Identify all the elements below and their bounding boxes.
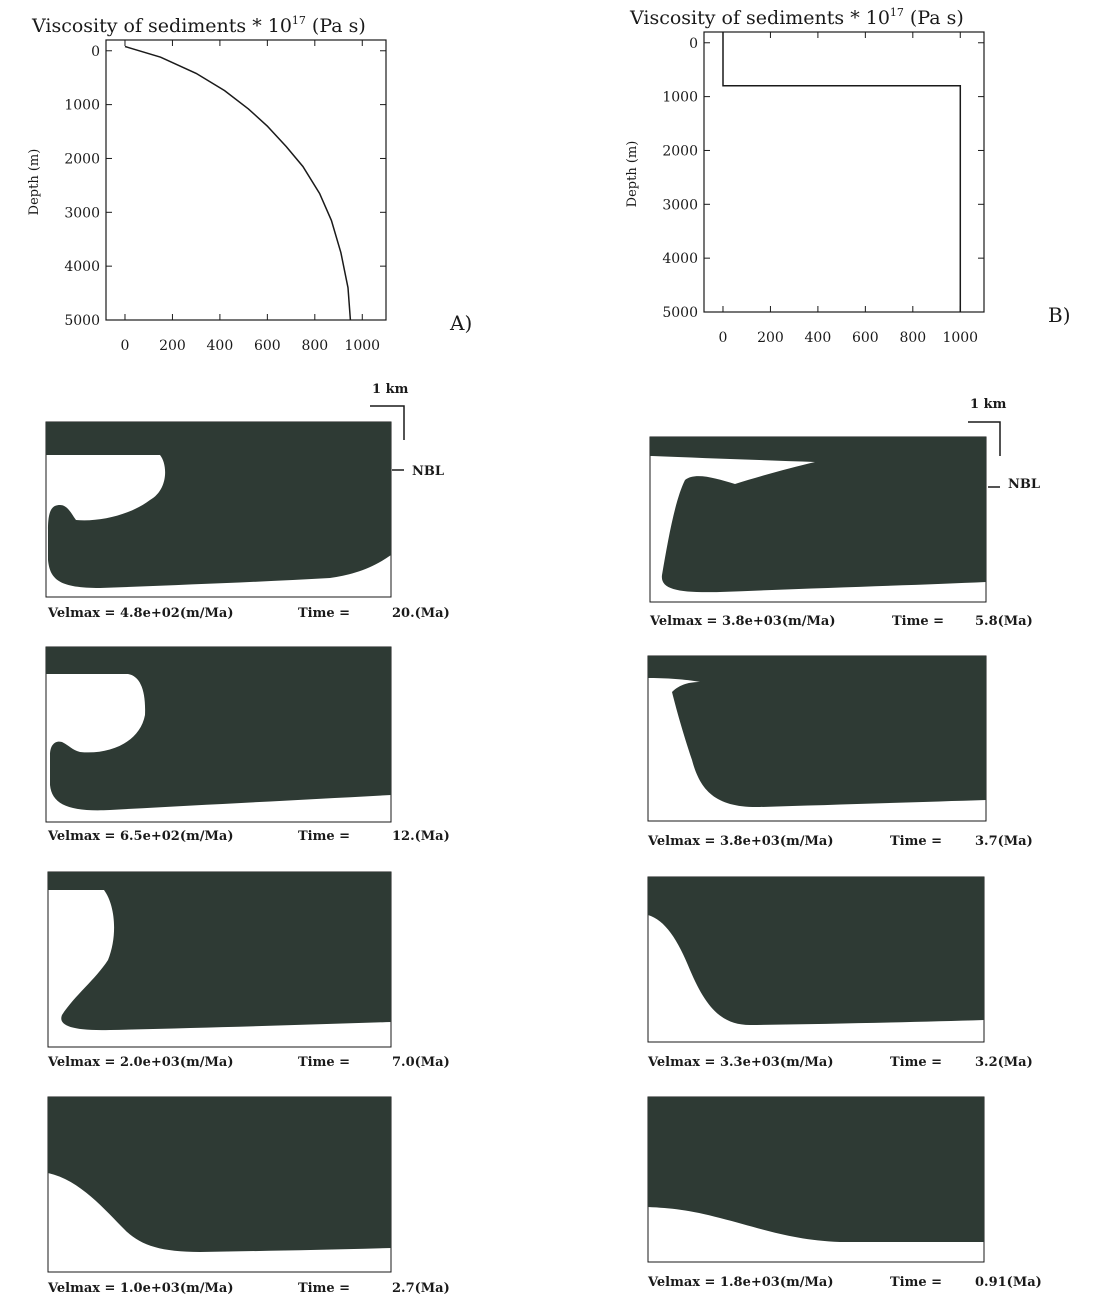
time-label: Time = <box>298 829 350 844</box>
x-tick-label: 800 <box>899 330 926 346</box>
snapshot-left-4: Velmax = 1.0e+03(m/Ma) Time = 2.7(Ma) <box>47 1096 450 1296</box>
sediment-region <box>648 1097 984 1242</box>
time-label: Time = <box>890 834 942 849</box>
sediment-region <box>648 656 986 808</box>
sediment-region <box>46 647 391 811</box>
y-tick-label: 3000 <box>662 197 698 213</box>
y-tick-label: 4000 <box>64 259 100 275</box>
velmax-label: Velmax = 1.8e+03(m/Ma) <box>647 1275 833 1290</box>
sediment-region <box>648 877 984 1025</box>
scale-bar-left <box>370 405 405 440</box>
x-tick-label: 1000 <box>942 330 978 346</box>
sediment-region <box>46 422 391 588</box>
sediment-region <box>48 1097 391 1252</box>
scale-bar-label-right: 1 km <box>970 397 1007 412</box>
chart-a-ticks: 0 200 400 600 800 1000 0 1000 2000 3000 4000 5000 <box>64 40 386 354</box>
sediment-region <box>48 872 391 1031</box>
scale-bar-right <box>968 421 1001 456</box>
snapshot-right-3: Velmax = 3.3e+03(m/Ma) Time = 3.2(Ma) <box>647 876 1033 1070</box>
y-tick-label: 5000 <box>64 313 100 329</box>
velmax-label: Velmax = 3.3e+03(m/Ma) <box>647 1055 833 1070</box>
time-label: Time = <box>298 1055 350 1070</box>
time-value: 0.91(Ma) <box>975 1275 1042 1290</box>
velmax-label: Velmax = 3.8e+03(m/Ma) <box>649 614 835 629</box>
nbl-label-left: NBL <box>412 464 444 479</box>
x-tick-label: 600 <box>254 338 281 354</box>
snapshot-left-2: Velmax = 6.5e+02(m/Ma) Time = 12.(Ma) <box>45 646 450 844</box>
time-value: 12.(Ma) <box>392 829 450 844</box>
x-tick-label: 1000 <box>344 338 380 354</box>
snapshot-right-1: Velmax = 3.8e+03(m/Ma) Time = 5.8(Ma) <box>649 436 1033 629</box>
time-value: 7.0(Ma) <box>392 1055 450 1070</box>
velmax-label: Velmax = 4.8e+02(m/Ma) <box>47 606 233 621</box>
chart-a-series-line <box>124 45 352 321</box>
snapshot-left-1: Velmax = 4.8e+02(m/Ma) Time = 20.(Ma) <box>45 421 450 621</box>
time-value: 20.(Ma) <box>392 606 450 621</box>
velmax-label: Velmax = 3.8e+03(m/Ma) <box>647 834 833 849</box>
snapshot-right-2: Velmax = 3.8e+03(m/Ma) Time = 3.7(Ma) <box>647 655 1033 849</box>
x-tick-label: 800 <box>301 338 328 354</box>
time-label: Time = <box>298 606 350 621</box>
time-value: 2.7(Ma) <box>392 1281 450 1296</box>
viscosity-chart-b: Viscosity of sediments * 1017 (Pa s) Dept… <box>625 6 1071 346</box>
time-value: 3.7(Ma) <box>975 834 1033 849</box>
sediment-region <box>650 437 986 593</box>
y-tick-label: 3000 <box>64 205 100 221</box>
scale-bar-label-left: 1 km <box>372 382 409 397</box>
x-tick-label: 200 <box>757 330 784 346</box>
y-tick-label: 1000 <box>64 98 100 114</box>
chart-b-panel-label: B) <box>1048 303 1071 327</box>
velmax-label: Velmax = 2.0e+03(m/Ma) <box>47 1055 233 1070</box>
snapshot-column-left: 1 km NBL Velmax = 4.8e+02(m/Ma) Time = 2… <box>45 382 450 1296</box>
velmax-label: Velmax = 1.0e+03(m/Ma) <box>47 1281 233 1296</box>
chart-a-panel-label: A) <box>449 311 472 335</box>
chart-b-ylabel: Depth (m) <box>625 141 640 208</box>
x-tick-label: 400 <box>207 338 234 354</box>
y-tick-label: 2000 <box>64 151 100 167</box>
time-label: Time = <box>298 1281 350 1296</box>
time-label: Time = <box>890 1055 942 1070</box>
chart-b-series-line <box>722 32 962 312</box>
x-tick-label: 400 <box>805 330 832 346</box>
y-tick-label: 0 <box>91 44 100 60</box>
snapshot-column-right: 1 km NBL Velmax = 3.8e+03(m/Ma) Time = 5… <box>647 397 1042 1290</box>
x-tick-label: 200 <box>159 338 186 354</box>
time-label: Time = <box>890 1275 942 1290</box>
x-tick-label: 0 <box>719 330 728 346</box>
time-value: 5.8(Ma) <box>975 614 1033 629</box>
chart-a-title: Viscosity of sediments * 1017 (Pa s) <box>31 14 366 37</box>
time-label: Time = <box>892 614 944 629</box>
nbl-label-right: NBL <box>1008 477 1040 492</box>
y-tick-label: 5000 <box>662 305 698 321</box>
x-tick-label: 600 <box>852 330 879 346</box>
chart-b-frame <box>703 31 985 313</box>
x-tick-label: 0 <box>121 338 130 354</box>
chart-b-ticks: 0 200 400 600 800 1000 0 1000 2000 3000 4000 5000 <box>662 32 984 346</box>
chart-b-title: Viscosity of sediments * 1017 (Pa s) <box>629 6 964 29</box>
time-value: 3.2(Ma) <box>975 1055 1033 1070</box>
y-tick-label: 0 <box>689 36 698 52</box>
velmax-label: Velmax = 6.5e+02(m/Ma) <box>47 829 233 844</box>
snapshot-right-4: Velmax = 1.8e+03(m/Ma) Time = 0.91(Ma) <box>647 1096 1042 1290</box>
y-tick-label: 4000 <box>662 251 698 267</box>
chart-a-ylabel: Depth (m) <box>27 149 42 216</box>
y-tick-label: 2000 <box>662 143 698 159</box>
snapshot-left-3: Velmax = 2.0e+03(m/Ma) Time = 7.0(Ma) <box>47 871 450 1070</box>
y-tick-label: 1000 <box>662 90 698 106</box>
chart-a-frame <box>105 39 387 321</box>
viscosity-chart-a: Viscosity of sediments * 1017 (Pa s) Dept… <box>27 14 472 354</box>
